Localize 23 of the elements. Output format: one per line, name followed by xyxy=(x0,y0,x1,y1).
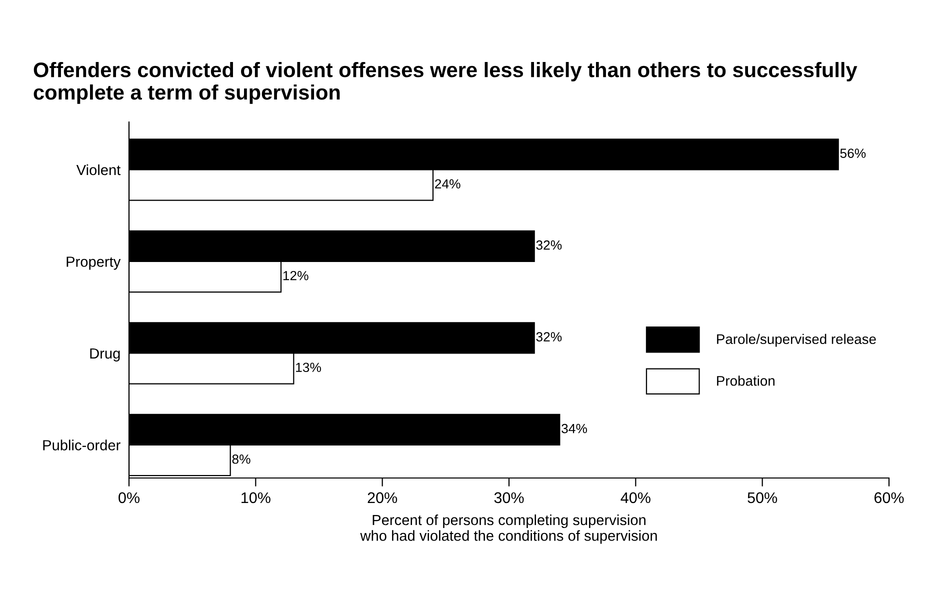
data-label: 32% xyxy=(536,240,562,250)
data-label: 12% xyxy=(283,270,308,280)
y-tick-label: Property xyxy=(66,256,121,270)
legend-label: Probation xyxy=(717,376,774,386)
data-label: 8% xyxy=(232,454,250,464)
y-tick-label: Drug xyxy=(90,348,120,362)
x-tick-label: 60% xyxy=(874,492,904,504)
x-tick-label: 10% xyxy=(242,492,270,504)
x-tick-label: 20% xyxy=(368,492,398,504)
x-axis-title: Percent of persons completing supervision who had violated the conditions of supervision xyxy=(360,514,657,544)
legend-label: Parole/supervised release xyxy=(717,334,876,347)
x-tick-label: 0% xyxy=(118,492,140,504)
y-tick-label: Violent xyxy=(76,164,121,176)
chart-title: Offenders convicted of violent offenses were less likely than others to successfully complete a term of supervision xyxy=(34,62,858,104)
data-label: 24% xyxy=(435,179,460,188)
x-tick-label: 30% xyxy=(494,492,524,504)
x-tick-label: 50% xyxy=(748,492,778,504)
data-label: 34% xyxy=(562,424,587,434)
data-label: 32% xyxy=(536,332,562,342)
data-label: 13% xyxy=(296,362,321,372)
x-tick-label: 40% xyxy=(620,492,650,504)
y-tick-label: Public-order xyxy=(43,440,120,450)
data-label: 56% xyxy=(840,148,866,158)
